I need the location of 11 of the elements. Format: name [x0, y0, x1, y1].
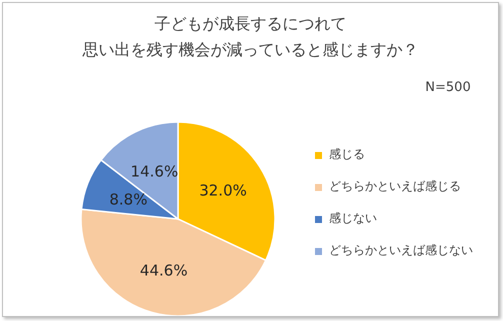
text: N=500: [425, 80, 471, 95]
legend-label: 感じる: [329, 147, 365, 161]
chart-title: 子どもが成長するにつれて: [154, 14, 346, 33]
data-label: 44.6%: [140, 262, 188, 280]
chart-subtitle: 思い出を残す機会が減っていると感じますか？: [82, 40, 418, 59]
legend-label: どちらかといえば感じる: [329, 179, 461, 193]
data-label: 8.8%: [109, 190, 148, 209]
legend-label: どちらかといえば感じない: [329, 243, 473, 257]
legend-label: 感じない: [329, 211, 377, 225]
data-label: 32.0%: [199, 182, 247, 200]
data-label: 14.6%: [130, 162, 178, 180]
